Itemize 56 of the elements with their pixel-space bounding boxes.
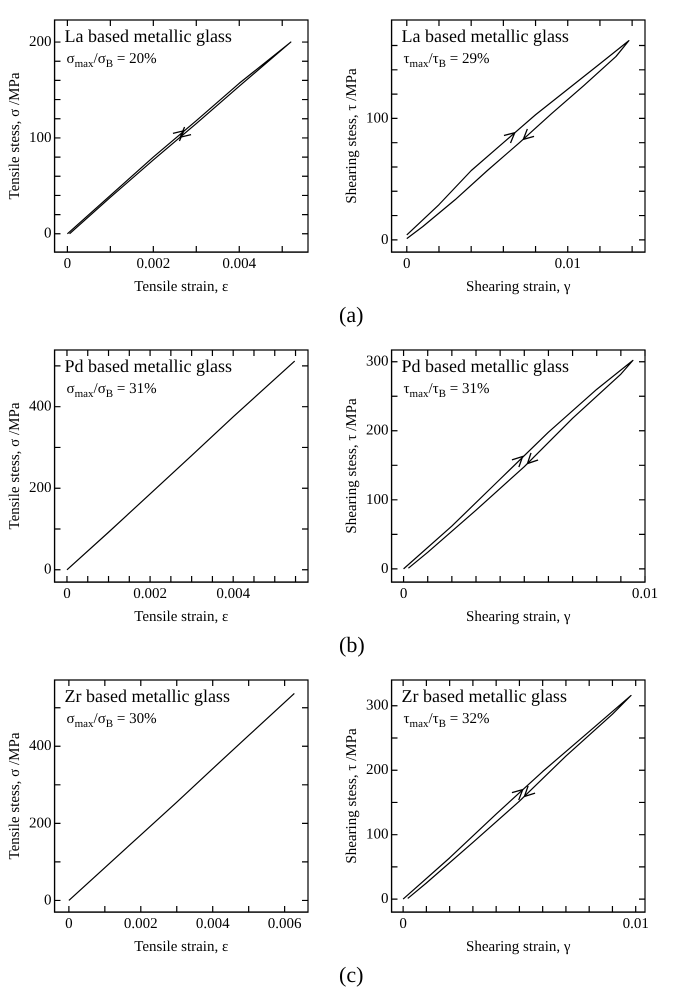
x-tick-label: 0 xyxy=(400,586,408,602)
y-tick-label: 0 xyxy=(44,892,52,908)
y-tick-label: 0 xyxy=(381,232,388,248)
y-axis-title: Shearing stess, τ /MPa xyxy=(344,68,360,204)
chart-title: Pd based metallic glass xyxy=(402,356,569,376)
y-tick-label: 300 xyxy=(366,354,388,370)
y-tick-label: 200 xyxy=(29,34,52,50)
y-tick-label: 200 xyxy=(29,480,52,496)
y-tick-label: 300 xyxy=(366,698,388,714)
x-tick-label: 0.01 xyxy=(632,586,658,602)
chart-title: Zr based metallic glass xyxy=(64,686,230,706)
x-tick-label: 0.006 xyxy=(268,916,302,932)
y-tick-label: 100 xyxy=(366,110,388,126)
text: (c) xyxy=(339,962,364,988)
x-tick-label: 0.002 xyxy=(136,256,170,272)
x-tick-label: 0.01 xyxy=(554,256,581,272)
x-tick-label: 0 xyxy=(403,256,411,272)
x-tick-label: 0.002 xyxy=(133,586,167,602)
y-tick-label: 0 xyxy=(381,891,388,908)
x-axis-title: Tensile strain, ε xyxy=(134,608,228,625)
chart-title: La based metallic glass xyxy=(64,26,232,46)
x-tick-label: 0.004 xyxy=(216,586,251,602)
y-tick-label: 100 xyxy=(366,492,388,508)
y-tick-label: 100 xyxy=(29,130,52,146)
chart-title: La based metallic glass xyxy=(402,26,569,46)
x-axis-title: Shearing strain, γ xyxy=(466,278,571,295)
x-axis-title: Tensile strain, ε xyxy=(134,278,228,295)
y-tick-label: 200 xyxy=(366,422,388,439)
y-tick-label: 0 xyxy=(381,560,388,577)
y-axis-title: Tensile stess, σ /MPa xyxy=(6,732,23,860)
y-tick-label: 100 xyxy=(366,826,388,843)
x-tick-label: 0.004 xyxy=(222,256,257,272)
text: (b) xyxy=(339,632,365,658)
y-axis-title: Shearing stess, τ /MPa xyxy=(344,398,360,534)
y-tick-label: 0 xyxy=(44,226,52,242)
x-tick-label: 0.004 xyxy=(196,916,230,932)
y-tick-label: 200 xyxy=(29,815,52,832)
x-tick-label: 0.002 xyxy=(124,916,158,932)
y-tick-label: 200 xyxy=(366,762,388,778)
chart-title: Pd based metallic glass xyxy=(64,356,232,376)
y-tick-label: 0 xyxy=(44,562,52,578)
x-axis-title: Shearing strain, γ xyxy=(466,938,571,955)
y-axis-title: Shearing stess, τ /MPa xyxy=(344,728,360,864)
y-tick-label: 400 xyxy=(29,398,52,415)
x-tick-label: 0 xyxy=(64,256,72,272)
x-tick-label: 0 xyxy=(63,586,71,602)
y-axis-title: Tensile stess, σ /MPa xyxy=(6,402,23,530)
x-axis-title: Shearing strain, γ xyxy=(466,608,571,625)
y-tick-label: 400 xyxy=(29,738,52,754)
text: (a) xyxy=(339,302,364,328)
y-axis-title: Tensile stess, σ /MPa xyxy=(6,72,23,200)
x-tick-label: 0.01 xyxy=(622,916,649,932)
x-tick-label: 0 xyxy=(399,916,407,932)
x-tick-label: 0 xyxy=(65,916,73,932)
x-axis-title: Tensile strain, ε xyxy=(134,938,228,955)
chart-title: Zr based metallic glass xyxy=(402,686,567,706)
